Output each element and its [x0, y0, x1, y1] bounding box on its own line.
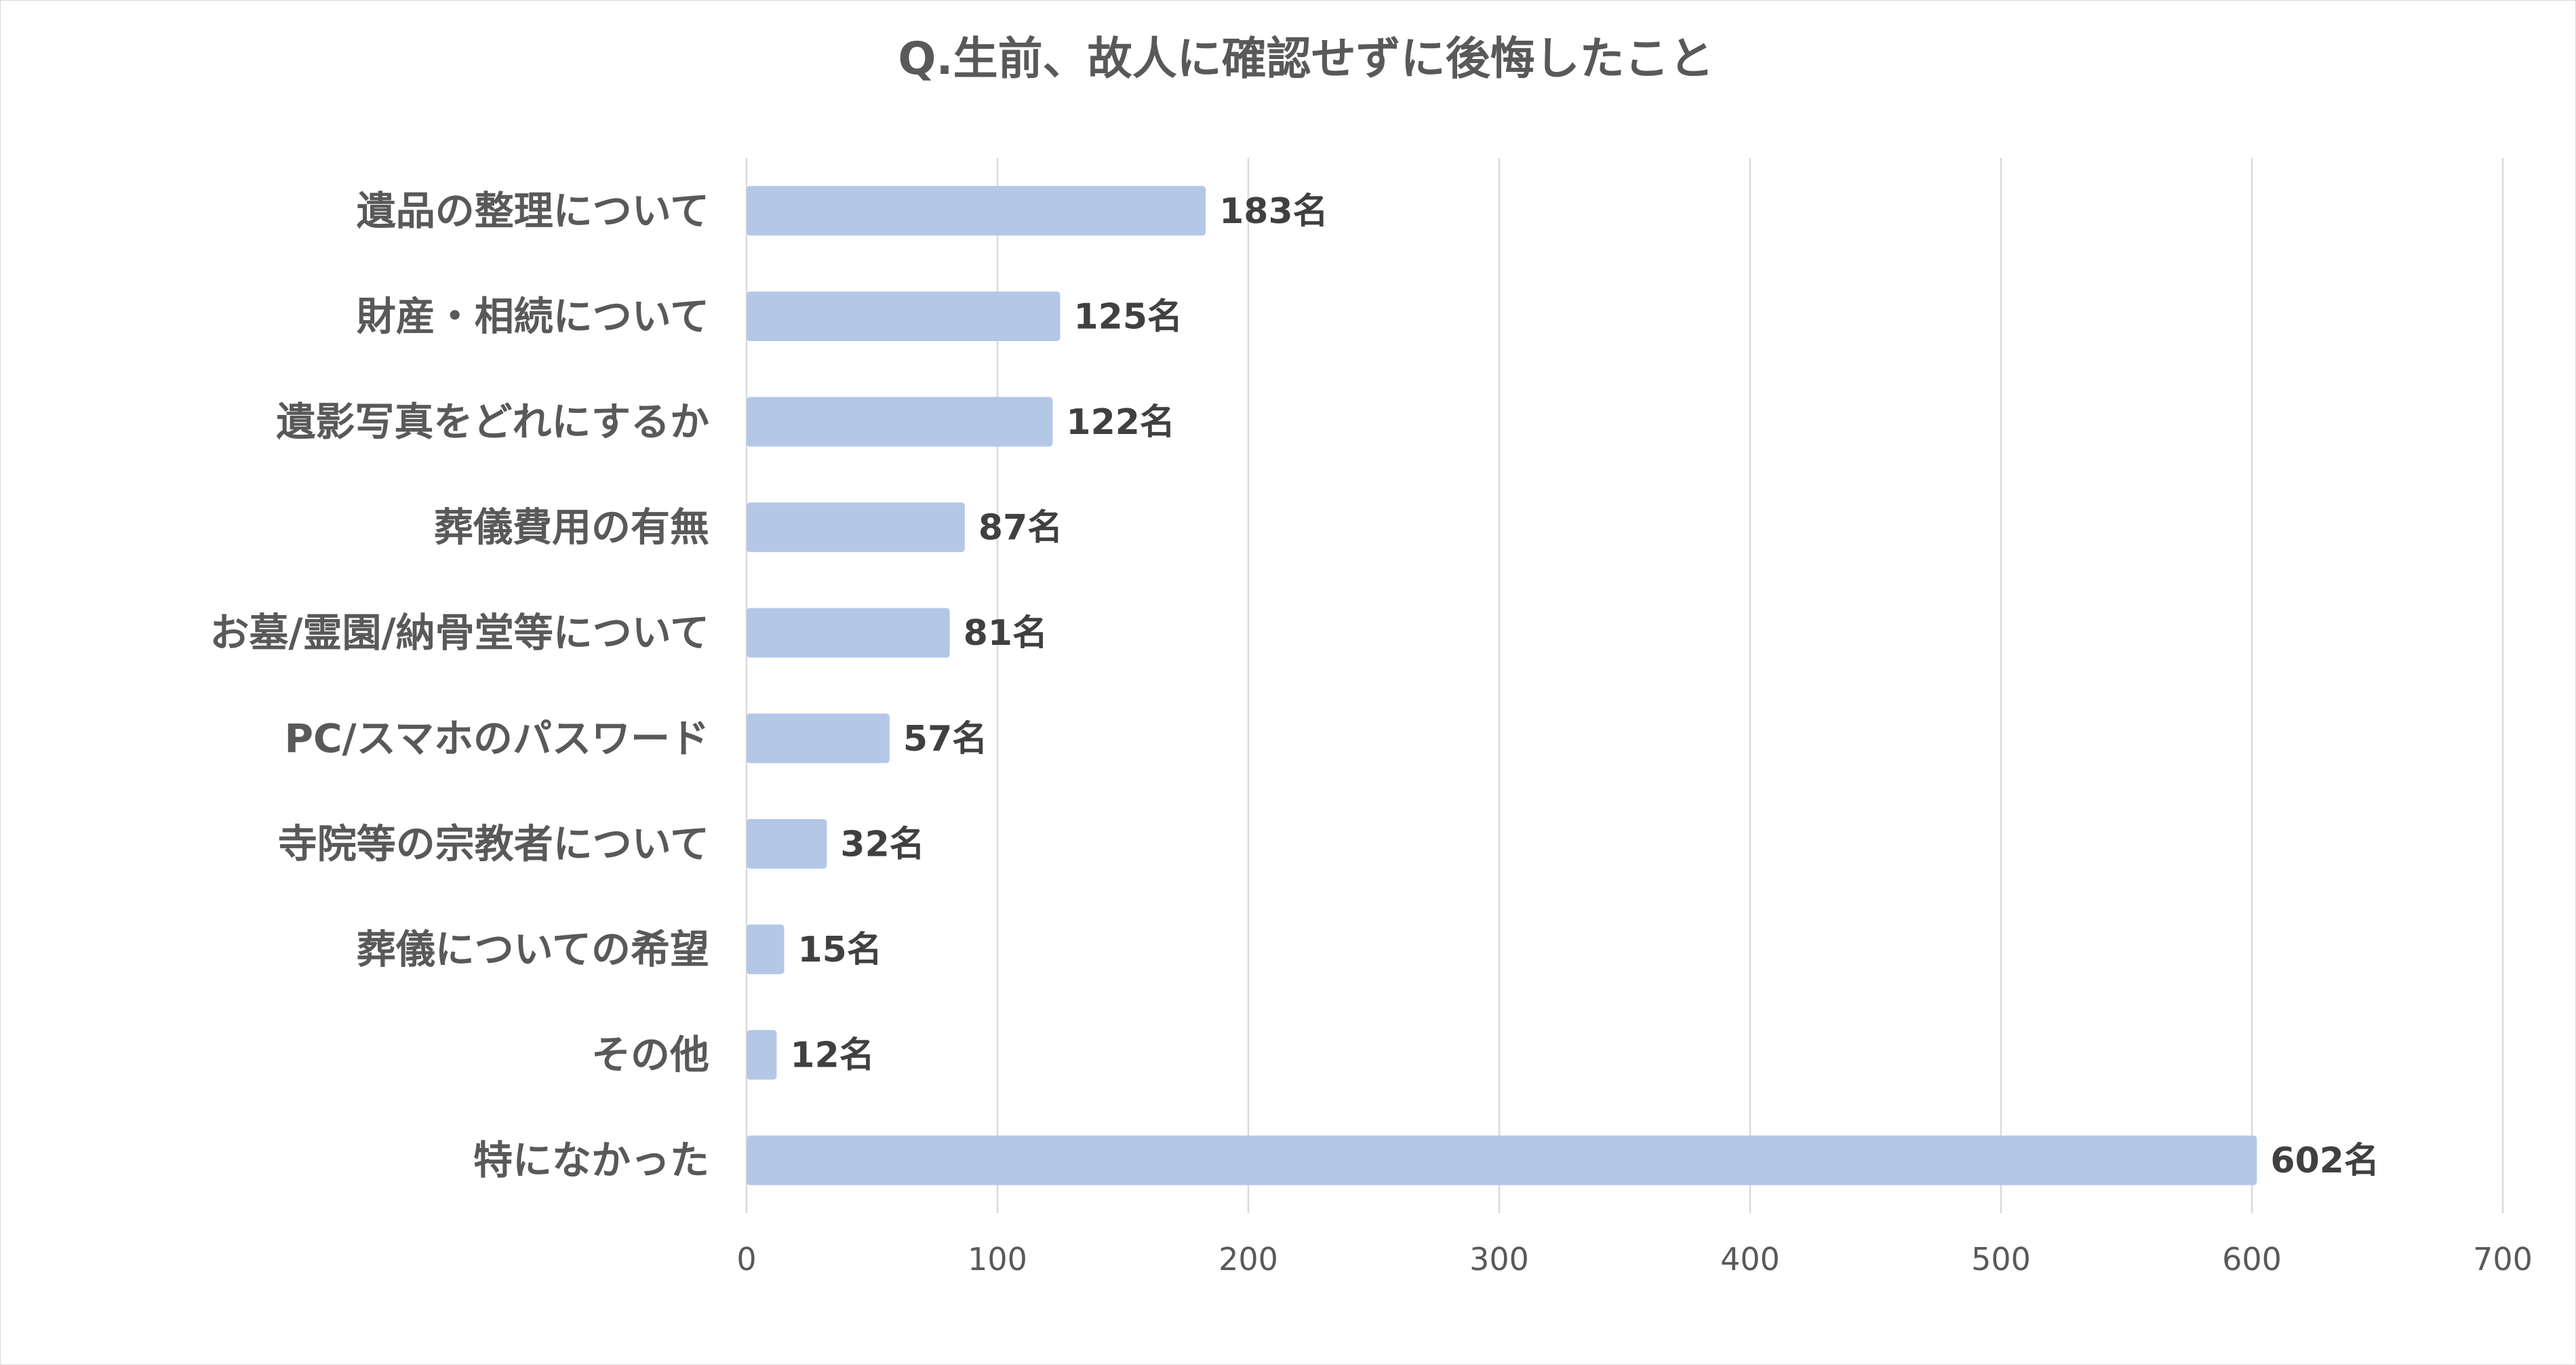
- x-axis-ticks: 0 100 200 300 400 500 600 700: [736, 1241, 2533, 1278]
- data-label: 15名: [798, 930, 882, 970]
- category-label: 遺品の整理について: [357, 188, 709, 234]
- category-label: その他: [591, 1032, 709, 1078]
- x-tick-label: 200: [1218, 1241, 1278, 1278]
- bars: [747, 186, 2257, 1185]
- data-label: 12名: [790, 1035, 874, 1076]
- bar: [747, 1030, 777, 1080]
- bar: [747, 186, 1206, 236]
- x-tick-label: 300: [1469, 1241, 1529, 1278]
- data-labels: 183名 125名 122名 87名 81名 57名 32名 15名 12名 602名: [790, 191, 2379, 1181]
- bar: [747, 1135, 2257, 1185]
- category-label: 遺影写真をどれにするか: [276, 399, 709, 445]
- bar: [747, 502, 965, 553]
- x-tick-label: 0: [736, 1241, 756, 1278]
- data-label: 125名: [1074, 296, 1183, 337]
- data-label: 87名: [978, 508, 1063, 549]
- category-label: 葬儀費用の有無: [434, 505, 709, 551]
- bar: [747, 397, 1053, 447]
- data-label: 32名: [840, 824, 924, 865]
- data-label: 81名: [964, 613, 1048, 654]
- bar: [747, 924, 785, 974]
- category-label: PC/スマホのパスワード: [284, 715, 709, 761]
- category-labels: 遺品の整理について財産・相続について遺影写真をどれにするか葬儀費用の有無お墓/霊…: [210, 188, 709, 1183]
- chart-title: Q.生前、故人に確認せずに後悔したこと: [898, 33, 1713, 85]
- x-tick-label: 400: [1720, 1241, 1780, 1278]
- x-tick-label: 500: [1971, 1241, 2031, 1278]
- category-label: 財産・相続について: [357, 293, 709, 339]
- bar: [747, 818, 827, 869]
- data-label: 602名: [2270, 1141, 2379, 1181]
- category-label: 特になかった: [473, 1137, 709, 1183]
- bar: [747, 713, 890, 764]
- data-label: 122名: [1066, 402, 1175, 443]
- category-label: 葬儀についての希望: [357, 926, 709, 972]
- category-label: お墓/霊園/納骨堂等について: [210, 610, 709, 656]
- bar: [747, 291, 1061, 341]
- category-label: 寺院等の宗教者について: [278, 820, 709, 867]
- x-tick-label: 700: [2473, 1241, 2533, 1278]
- bar: [747, 608, 950, 658]
- data-label: 183名: [1219, 191, 1328, 232]
- data-label: 57名: [903, 719, 987, 759]
- x-tick-label: 600: [2222, 1241, 2282, 1278]
- x-tick-label: 100: [968, 1241, 1027, 1278]
